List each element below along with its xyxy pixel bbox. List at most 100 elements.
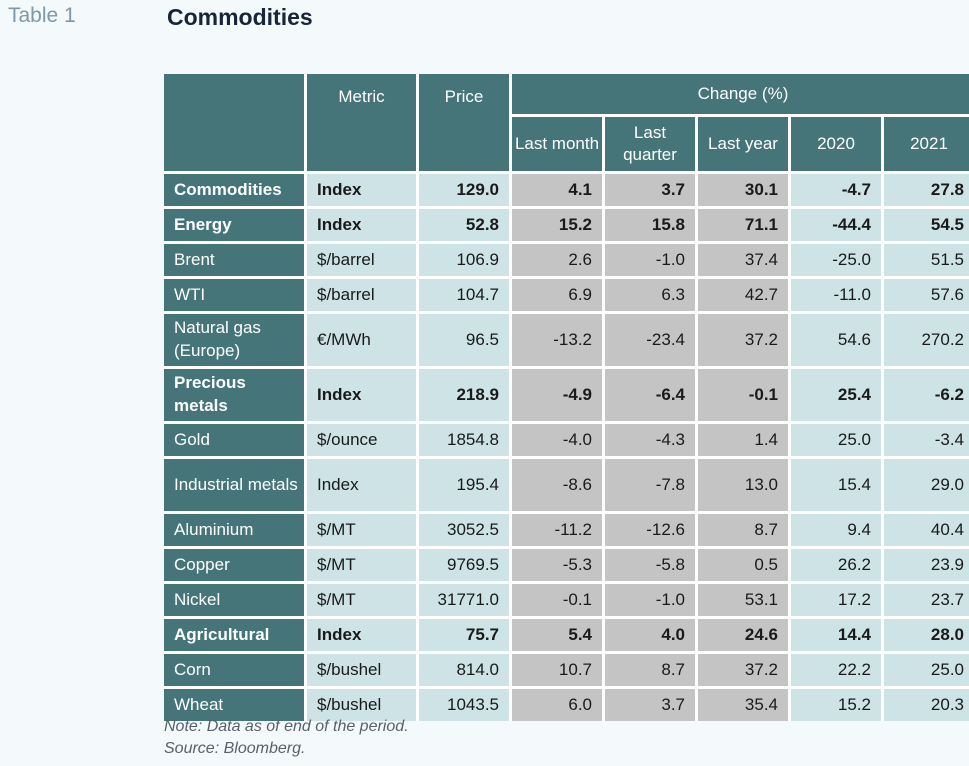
metric-cell: $/barrel xyxy=(307,244,416,276)
row-label: Nickel xyxy=(164,584,304,616)
change-last-quarter-cell: 3.7 xyxy=(605,689,695,721)
change-last-year-cell: 37.2 xyxy=(698,314,788,366)
price-cell: 31771.0 xyxy=(419,584,509,616)
header-last-month: Last month xyxy=(512,117,602,171)
row-label: Natural gas (Europe) xyxy=(164,314,304,366)
source-text: Source: Bloomberg. xyxy=(164,739,306,757)
metric-cell: $/MT xyxy=(307,549,416,581)
change-last-month-cell: 15.2 xyxy=(512,209,602,241)
header-price: Price xyxy=(419,74,509,171)
change-2021-cell: 25.0 xyxy=(884,654,969,686)
change-last-month-cell: -0.1 xyxy=(512,584,602,616)
change-last-year-cell: 1.4 xyxy=(698,424,788,456)
metric-cell: $/ounce xyxy=(307,424,416,456)
metric-cell: Index xyxy=(307,209,416,241)
price-cell: 129.0 xyxy=(419,174,509,206)
change-last-month-cell: -5.3 xyxy=(512,549,602,581)
change-2020-cell: 17.2 xyxy=(791,584,881,616)
change-2021-cell: 54.5 xyxy=(884,209,969,241)
metric-cell: Index xyxy=(307,174,416,206)
change-2021-cell: 20.3 xyxy=(884,689,969,721)
change-2020-cell: -44.4 xyxy=(791,209,881,241)
header-corner xyxy=(164,74,304,171)
row-label: Aluminium xyxy=(164,514,304,546)
change-last-year-cell: -0.1 xyxy=(698,369,788,421)
metric-cell: $/bushel xyxy=(307,689,416,721)
change-last-year-cell: 8.7 xyxy=(698,514,788,546)
row-label: Industrial metals xyxy=(164,459,304,511)
header-2020: 2020 xyxy=(791,117,881,171)
change-last-month-cell: 5.4 xyxy=(512,619,602,651)
change-2021-cell: 29.0 xyxy=(884,459,969,511)
change-last-year-cell: 35.4 xyxy=(698,689,788,721)
metric-cell: Index xyxy=(307,369,416,421)
change-2021-cell: 40.4 xyxy=(884,514,969,546)
table-number: Table 1 xyxy=(8,4,76,27)
metric-cell: $/barrel xyxy=(307,279,416,311)
row-label: Energy xyxy=(164,209,304,241)
header-2021: 2021 xyxy=(884,117,969,171)
price-cell: 96.5 xyxy=(419,314,509,366)
row-label: Gold xyxy=(164,424,304,456)
change-last-month-cell: 6.9 xyxy=(512,279,602,311)
change-last-quarter-cell: -5.8 xyxy=(605,549,695,581)
change-last-month-cell: 2.6 xyxy=(512,244,602,276)
price-cell: 9769.5 xyxy=(419,549,509,581)
note-text: Note: Data as of end of the period. xyxy=(164,718,409,735)
change-last-quarter-cell: -23.4 xyxy=(605,314,695,366)
change-last-month-cell: 4.1 xyxy=(512,174,602,206)
row-label: Brent xyxy=(164,244,304,276)
change-2020-cell: 15.4 xyxy=(791,459,881,511)
change-last-quarter-cell: -1.0 xyxy=(605,584,695,616)
row-label: Wheat xyxy=(164,689,304,721)
change-last-year-cell: 71.1 xyxy=(698,209,788,241)
price-cell: 195.4 xyxy=(419,459,509,511)
change-2020-cell: -25.0 xyxy=(791,244,881,276)
price-cell: 106.9 xyxy=(419,244,509,276)
row-label: Commodities xyxy=(164,174,304,206)
change-2020-cell: 22.2 xyxy=(791,654,881,686)
price-cell: 75.7 xyxy=(419,619,509,651)
header-change: Change (%) xyxy=(512,74,969,114)
price-cell: 104.7 xyxy=(419,279,509,311)
change-last-month-cell: -4.9 xyxy=(512,369,602,421)
change-2021-cell: 23.9 xyxy=(884,549,969,581)
change-2021-cell: 51.5 xyxy=(884,244,969,276)
change-2021-cell: 23.7 xyxy=(884,584,969,616)
change-last-year-cell: 53.1 xyxy=(698,584,788,616)
change-last-quarter-cell: 6.3 xyxy=(605,279,695,311)
change-2021-cell: 28.0 xyxy=(884,619,969,651)
metric-cell: Index xyxy=(307,619,416,651)
change-last-quarter-cell: -12.6 xyxy=(605,514,695,546)
change-2020-cell: -4.7 xyxy=(791,174,881,206)
change-2021-cell: 270.2 xyxy=(884,314,969,366)
change-last-year-cell: 13.0 xyxy=(698,459,788,511)
change-last-year-cell: 37.4 xyxy=(698,244,788,276)
change-last-quarter-cell: -6.4 xyxy=(605,369,695,421)
header-last-quarter: Last quarter xyxy=(605,117,695,171)
change-2021-cell: -6.2 xyxy=(884,369,969,421)
metric-cell: $/bushel xyxy=(307,654,416,686)
header-last-year: Last year xyxy=(698,117,788,171)
change-last-month-cell: -8.6 xyxy=(512,459,602,511)
change-2020-cell: 25.4 xyxy=(791,369,881,421)
price-cell: 814.0 xyxy=(419,654,509,686)
commodities-table: Metric Price Change (%) Last month Last … xyxy=(164,74,969,721)
change-last-quarter-cell: 4.0 xyxy=(605,619,695,651)
row-label: Copper xyxy=(164,549,304,581)
header-metric: Metric xyxy=(307,74,416,171)
change-last-year-cell: 37.2 xyxy=(698,654,788,686)
price-cell: 1043.5 xyxy=(419,689,509,721)
change-2020-cell: -11.0 xyxy=(791,279,881,311)
change-last-quarter-cell: -7.8 xyxy=(605,459,695,511)
change-2021-cell: 27.8 xyxy=(884,174,969,206)
table-note: Note: Data as of end of the period. Sour… xyxy=(164,716,409,759)
change-last-year-cell: 0.5 xyxy=(698,549,788,581)
metric-cell: Index xyxy=(307,459,416,511)
change-2021-cell: -3.4 xyxy=(884,424,969,456)
change-2020-cell: 25.0 xyxy=(791,424,881,456)
change-2020-cell: 26.2 xyxy=(791,549,881,581)
price-cell: 3052.5 xyxy=(419,514,509,546)
change-2020-cell: 9.4 xyxy=(791,514,881,546)
change-last-quarter-cell: -4.3 xyxy=(605,424,695,456)
